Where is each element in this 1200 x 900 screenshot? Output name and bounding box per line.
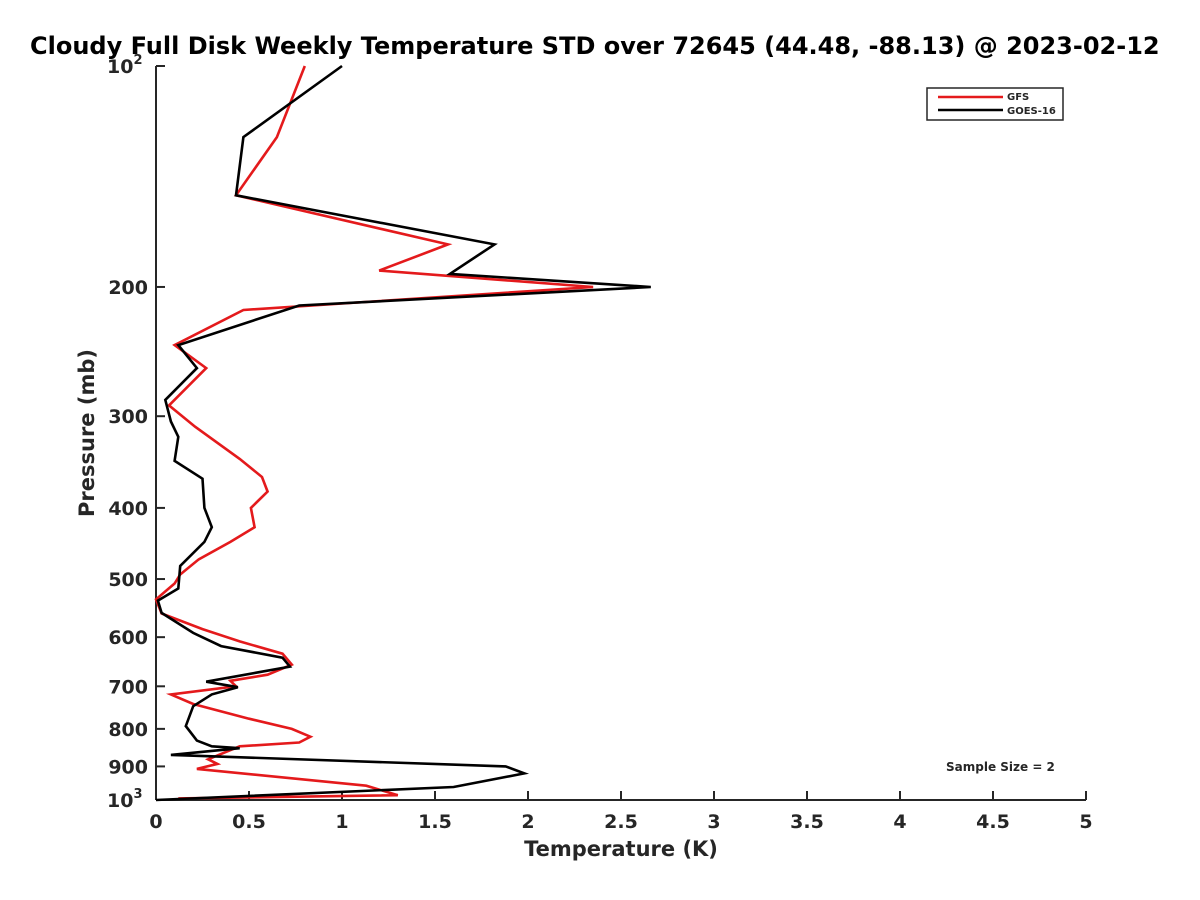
x-tick-label: 4 <box>893 811 906 833</box>
x-tick-label: 2 <box>521 811 534 833</box>
legend-box <box>926 87 1064 121</box>
x-axis-label: Temperature (K) <box>524 837 718 861</box>
x-tick-label: 1.5 <box>418 811 452 833</box>
legend: GFS GOES-16 <box>926 87 1064 121</box>
x-tick-label: 0 <box>149 811 162 833</box>
y-ticks: 102 200 300 400 500 600 700 800 900 103 <box>107 53 165 812</box>
x-tick-label: 3 <box>707 811 720 833</box>
y-tick-label: 300 <box>108 406 148 428</box>
y-tick-label: 103 <box>107 787 143 812</box>
x-ticks: 0 0.5 1 1.5 2 2.5 3 3.5 4 4.5 5 <box>149 791 1093 833</box>
y-tick-label: 700 <box>108 676 148 698</box>
series-layer <box>154 64 651 802</box>
y-tick-label: 200 <box>108 277 148 299</box>
y-tick-label: 800 <box>108 719 148 741</box>
y-tick-label: 400 <box>108 498 148 520</box>
y-tick-label: 102 <box>107 53 143 78</box>
legend-label-gfs: GFS <box>1007 92 1029 103</box>
x-tick-label: 4.5 <box>976 811 1010 833</box>
x-tick-label: 3.5 <box>790 811 824 833</box>
legend-label-goes16: GOES-16 <box>1007 106 1056 117</box>
chart-title: Cloudy Full Disk Weekly Temperature STD … <box>30 32 1160 60</box>
x-tick-label: 5 <box>1079 811 1092 833</box>
sample-size-annotation: Sample Size = 2 <box>946 760 1055 774</box>
y-tick-label: 600 <box>108 627 148 649</box>
x-tick-label: 2.5 <box>604 811 638 833</box>
x-tick-label: 0.5 <box>232 811 266 833</box>
y-axis-label: Pressure (mb) <box>75 349 99 517</box>
y-tick-label: 500 <box>108 569 148 591</box>
y-tick-label: 900 <box>108 756 148 778</box>
x-tick-label: 1 <box>335 811 348 833</box>
series-line-goes16 <box>155 64 651 802</box>
